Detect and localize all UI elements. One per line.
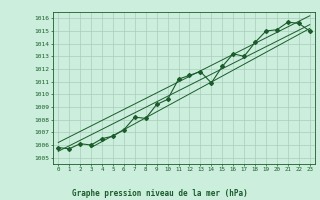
Text: Graphe pression niveau de la mer (hPa): Graphe pression niveau de la mer (hPa) — [72, 189, 248, 198]
